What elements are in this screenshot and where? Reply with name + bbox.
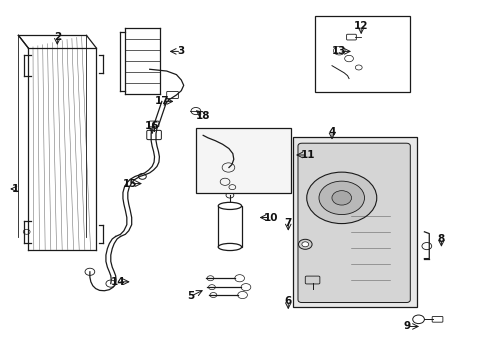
Circle shape [318,181,364,215]
Text: 6: 6 [284,296,291,306]
Circle shape [331,191,351,205]
Text: 10: 10 [264,212,278,222]
Bar [292,137,416,307]
Text: 18: 18 [196,111,210,121]
Circle shape [298,239,311,249]
Text: 7: 7 [284,218,291,228]
FancyBboxPatch shape [166,91,178,99]
Circle shape [301,242,308,247]
FancyBboxPatch shape [305,276,319,284]
Text: 15: 15 [123,179,137,189]
Text: 1: 1 [11,184,19,194]
Bar [314,16,409,93]
FancyBboxPatch shape [149,121,159,127]
Text: 14: 14 [111,277,125,287]
Text: 2: 2 [54,32,61,42]
Bar [196,128,290,193]
FancyBboxPatch shape [346,34,356,40]
Text: 13: 13 [331,46,346,57]
Text: 17: 17 [154,96,169,107]
Ellipse shape [218,243,241,251]
Bar [218,206,241,247]
Circle shape [306,172,376,224]
Text: 16: 16 [144,121,159,131]
FancyBboxPatch shape [297,143,409,302]
Circle shape [23,229,30,234]
Text: 12: 12 [353,21,367,31]
Text: 5: 5 [187,291,194,301]
FancyBboxPatch shape [146,130,161,140]
Text: 8: 8 [437,234,444,244]
Ellipse shape [218,202,241,210]
Text: 9: 9 [403,321,410,332]
Text: 4: 4 [327,127,335,137]
Text: 3: 3 [177,46,184,57]
Circle shape [138,174,146,179]
Text: 11: 11 [300,150,314,160]
